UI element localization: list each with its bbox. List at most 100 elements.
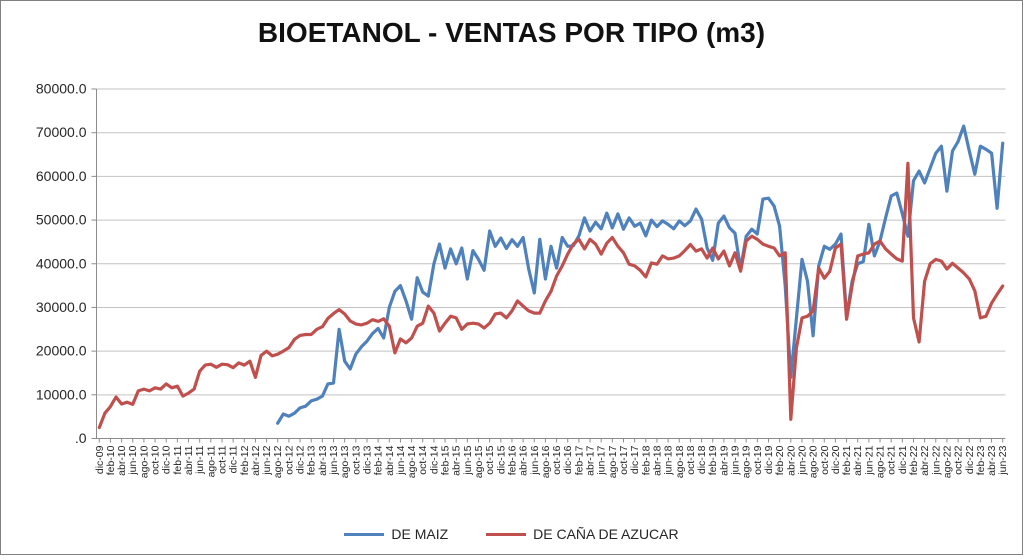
x-tick-label: dic-21 (897, 445, 909, 474)
legend-line-swatch-de-maiz (344, 532, 385, 536)
y-tick-label: 70000.0 (36, 124, 87, 140)
x-tick-label: jun-12 (261, 445, 273, 475)
x-tick-label: oct-16 (551, 445, 563, 474)
x-tick-label: oct-14 (417, 445, 429, 474)
x-tick-label: feb-22 (908, 445, 920, 475)
x-tick-label: jun-23 (997, 445, 1009, 475)
x-tick-label: feb-20 (774, 445, 786, 475)
x-tick-label: oct-13 (350, 445, 362, 474)
x-tick-label: oct-17 (618, 445, 630, 474)
x-tick-label: dic-19 (763, 445, 775, 474)
series-line-de-ca-a-de-azucar (97, 161, 1005, 430)
x-tick-label: dic-10 (161, 445, 173, 474)
chart-legend: DE MAIZ DE CAÑA DE AZUCAR (1, 526, 1022, 542)
x-tick-label: abr-13 (317, 445, 329, 476)
x-tick-label: feb-15 (440, 445, 452, 475)
x-tick-label: abr-11 (183, 445, 195, 475)
x-tick-label: feb-14 (373, 445, 385, 475)
x-tick-label: abr-14 (384, 445, 396, 476)
y-tick-label: 80000.0 (36, 81, 87, 97)
x-tick-label: jun-10 (127, 445, 139, 475)
x-tick-label: jun-22 (930, 445, 942, 475)
x-tick-label: ago-14 (406, 445, 418, 478)
x-tick-label: dic-14 (428, 445, 440, 474)
x-tick-label: abr-15 (451, 445, 463, 476)
x-tick-label: ago-21 (875, 445, 887, 478)
x-tick-label: ago-11 (205, 445, 217, 477)
x-tick-label: oct-21 (886, 445, 898, 474)
x-tick-label: feb-21 (841, 445, 853, 475)
x-tick-label: dic-20 (830, 445, 842, 474)
x-tick-label: feb-12 (239, 445, 251, 475)
x-tick-label: abr-18 (651, 445, 663, 476)
x-tick-label: jun-19 (730, 445, 742, 475)
x-tick-label: abr-21 (852, 445, 864, 476)
x-tick-label: jun-11 (194, 445, 206, 475)
x-tick-label: jun-15 (462, 445, 474, 475)
x-tick-label: jun-18 (663, 445, 675, 475)
x-tick-label: ago-12 (272, 445, 284, 478)
y-tick-label: 60000.0 (36, 168, 87, 184)
x-tick-label: abr-12 (250, 445, 262, 476)
x-tick-label: oct-10 (150, 445, 162, 474)
x-tick-label: jun-16 (529, 445, 541, 475)
x-tick-label: ago-13 (339, 445, 351, 478)
series-line-de-maiz (276, 124, 1005, 425)
y-tick-label: 20000.0 (36, 343, 87, 359)
x-tick-label: dic-12 (295, 445, 307, 474)
x-tick-label: dic-09 (94, 445, 106, 474)
y-tick-label: 10000.0 (36, 386, 87, 402)
x-tick-label: ago-20 (808, 445, 820, 478)
x-tick-label: oct-12 (283, 445, 295, 474)
x-tick-label: feb-10 (105, 445, 117, 475)
x-tick-label: ago-15 (473, 445, 485, 478)
x-tick-label: ago-10 (138, 445, 150, 478)
x-tick-label: feb-13 (306, 445, 318, 475)
x-tick-label: ago-18 (674, 445, 686, 478)
legend-item-de-cana-de-azucar: DE CAÑA DE AZUCAR (486, 526, 679, 542)
x-tick-label: jun-20 (796, 445, 808, 475)
x-tick-label: abr-23 (986, 445, 998, 476)
x-tick-label: feb-18 (640, 445, 652, 475)
y-tick-label: 50000.0 (36, 212, 87, 228)
y-tick-label: 30000.0 (36, 299, 87, 315)
x-tick-label: feb-19 (707, 445, 719, 475)
y-tick-label: 40000.0 (36, 255, 87, 271)
legend-label-de-maiz: DE MAIZ (391, 526, 449, 542)
x-tick-label: oct-22 (953, 445, 965, 474)
x-tick-label: jun-14 (395, 445, 407, 475)
x-tick-label: abr-19 (718, 445, 730, 476)
x-tick-label: dic-11 (228, 445, 240, 473)
legend-line-swatch-de-cana-de-azucar (486, 532, 527, 536)
x-tick-label: ago-16 (540, 445, 552, 478)
legend-item-de-maiz: DE MAIZ (344, 526, 448, 542)
x-tick-label: oct-18 (685, 445, 697, 474)
x-tick-label: feb-11 (172, 445, 184, 474)
x-tick-label: jun-13 (328, 445, 340, 475)
x-tick-label: feb-23 (975, 445, 987, 475)
x-tick-label: abr-16 (518, 445, 530, 476)
x-tick-label: jun-21 (863, 445, 875, 475)
chart-title: BIOETANOL - VENTAS POR TIPO (m3) (257, 17, 766, 48)
legend-label-de-cana-de-azucar: DE CAÑA DE AZUCAR (533, 526, 679, 542)
x-tick-label: dic-13 (361, 445, 373, 474)
x-tick-label: abr-17 (585, 445, 597, 476)
x-tick-label: ago-22 (941, 445, 953, 478)
x-tick-label: oct-19 (752, 445, 764, 474)
x-tick-label: dic-18 (696, 445, 708, 474)
x-tick-label: oct-11 (216, 445, 228, 474)
x-tick-label: dic-17 (629, 445, 641, 474)
y-tick-label: .0 (75, 430, 87, 446)
x-tick-label: feb-16 (506, 445, 518, 475)
x-tick-label: jun-17 (596, 445, 608, 475)
x-tick-label: dic-15 (495, 445, 507, 474)
x-tick-label: ago-17 (607, 445, 619, 478)
x-tick-label: abr-22 (919, 445, 931, 476)
x-tick-label: oct-15 (484, 445, 496, 474)
x-tick-label: oct-20 (819, 445, 831, 474)
x-tick-label: abr-10 (116, 445, 128, 476)
x-tick-label: ago-19 (741, 445, 753, 478)
x-tick-label: dic-16 (562, 445, 574, 474)
x-tick-label: abr-20 (785, 445, 797, 476)
